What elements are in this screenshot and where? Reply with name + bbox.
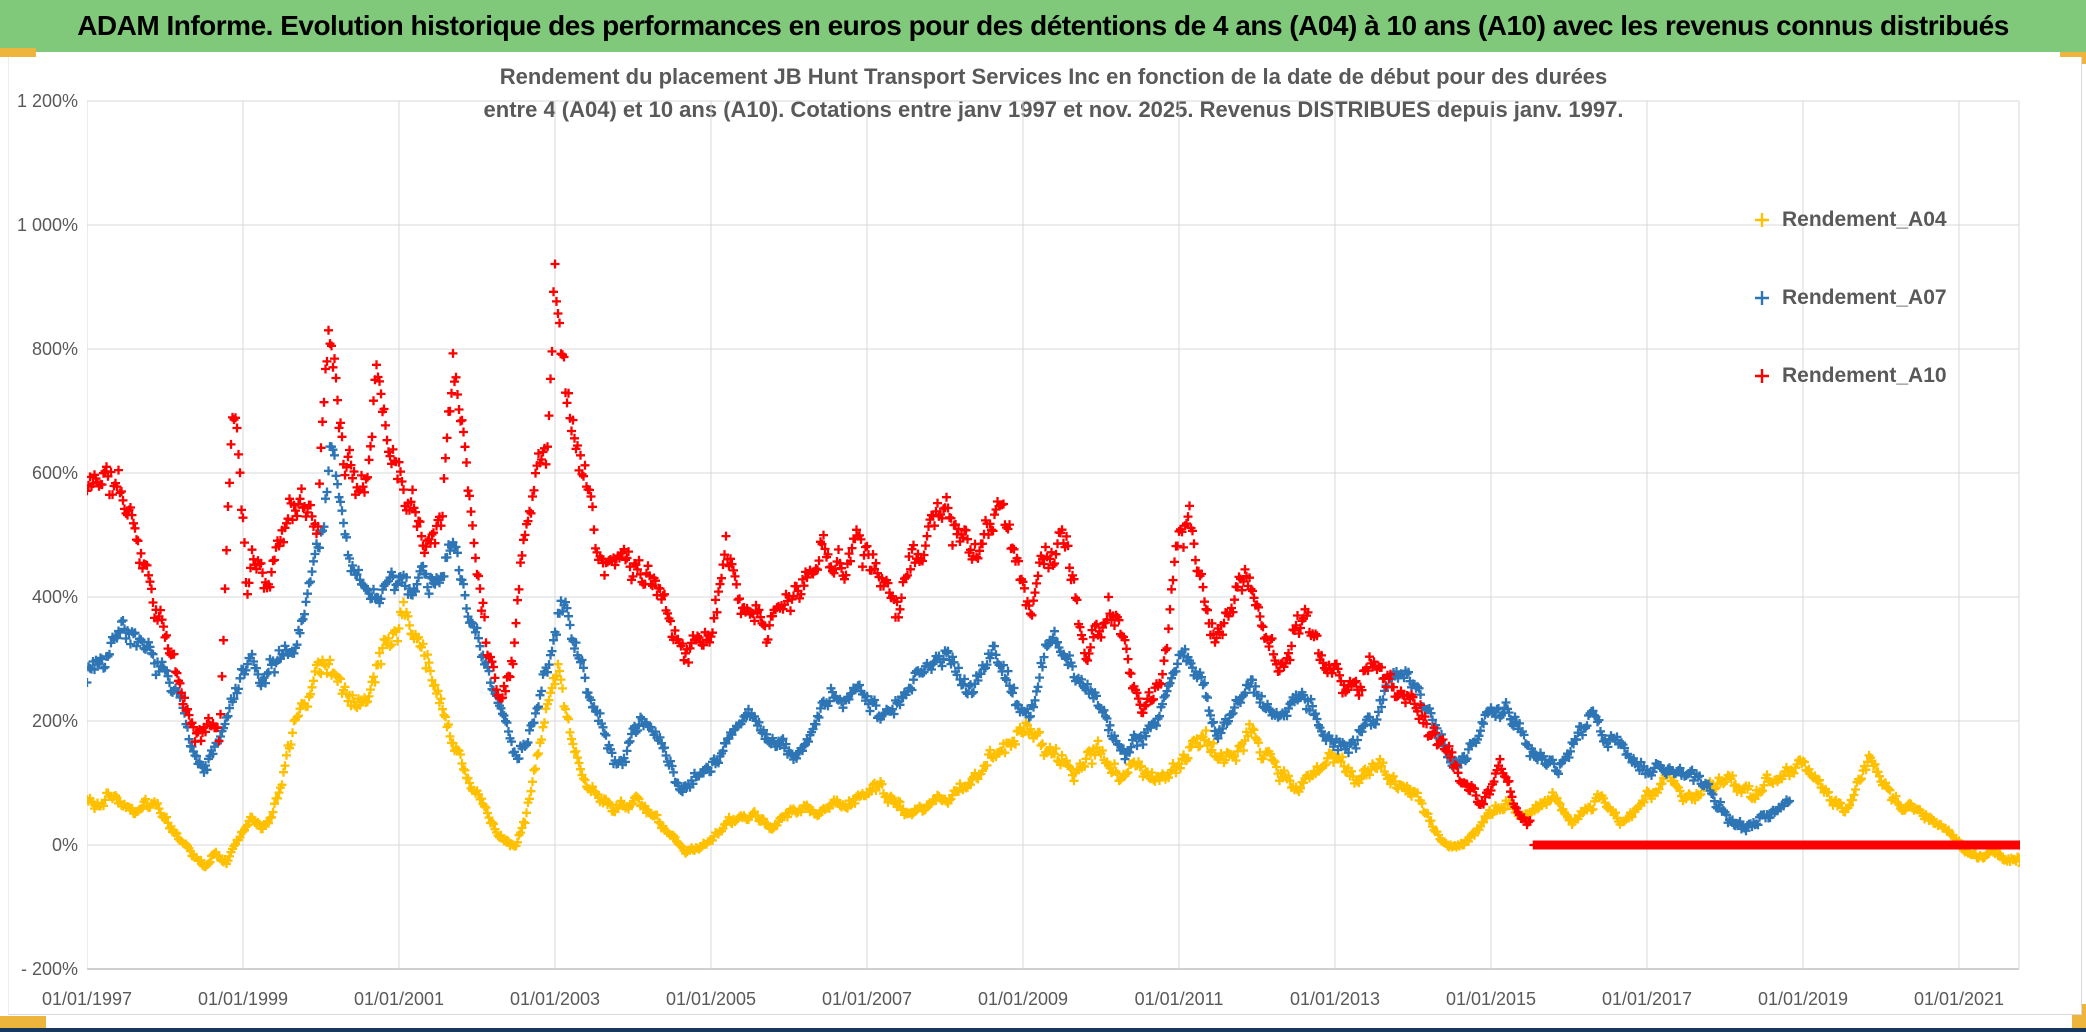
y-tick-label: 0% — [51, 835, 78, 855]
plus-marker-icon — [1755, 213, 1769, 227]
x-tick-label: 01/01/2005 — [665, 989, 757, 1009]
legend-item-label: Rendement_A07 — [1782, 286, 1947, 309]
x-tick-label: 01/01/2009 — [977, 989, 1069, 1009]
x-tick-label: 01/01/2003 — [509, 989, 601, 1009]
x-tick-label: 01/01/2011 — [1134, 989, 1224, 1009]
plus-marker-icon — [1755, 369, 1769, 383]
x-tick-label: 01/01/2001 — [353, 989, 445, 1009]
x-tick-label: 01/01/2019 — [1757, 989, 1849, 1009]
x-tick-label: 01/01/2013 — [1289, 989, 1381, 1009]
series-rendement_a04 — [87, 597, 2020, 872]
y-tick-label: 1 000% — [16, 215, 78, 235]
x-tick-label: 01/01/2021 — [1913, 989, 2005, 1009]
legend-item-rendement-a10: Rendement_A10 — [1752, 362, 1947, 390]
y-tick-label: 1 200% — [16, 91, 78, 111]
x-tick-label: 01/01/1997 — [41, 989, 133, 1009]
gold-accent-bottom-left — [0, 1016, 46, 1030]
x-tick-label: 01/01/2015 — [1445, 989, 1537, 1009]
chart-card — [8, 57, 2082, 1015]
series-rendement_a07 — [87, 442, 1794, 836]
x-tick-label: 01/01/2017 — [1601, 989, 1693, 1009]
x-tick-label: 01/01/1999 — [197, 989, 289, 1009]
y-tick-label: 800% — [31, 339, 78, 359]
y-tick-label: 200% — [31, 711, 78, 731]
report-header-title: ADAM Informe. Evolution historique des p… — [77, 10, 2009, 41]
legend-item-rendement-a07: Rendement_A07 — [1752, 284, 1947, 312]
y-tick-label: - 200% — [20, 959, 78, 979]
plus-marker-icon — [1755, 291, 1769, 305]
y-tick-label: 600% — [31, 463, 78, 483]
navy-footer-strip — [0, 1028, 2086, 1032]
legend-item-label: Rendement_A10 — [1782, 364, 1947, 387]
scatter-plot-svg — [87, 100, 2020, 970]
series-rendement_a10 — [87, 259, 2020, 850]
report-header: ADAM Informe. Evolution historique des p… — [0, 0, 2086, 52]
legend-item-rendement-a04: Rendement_A04 — [1752, 206, 1947, 234]
x-tick-label: 01/01/2007 — [821, 989, 913, 1009]
y-tick-label: 400% — [31, 587, 78, 607]
legend-item-label: Rendement_A04 — [1782, 208, 1947, 231]
chart-title-line-1: Rendement du placement JB Hunt Transport… — [499, 64, 1608, 89]
gold-accent-top-left — [0, 48, 36, 57]
